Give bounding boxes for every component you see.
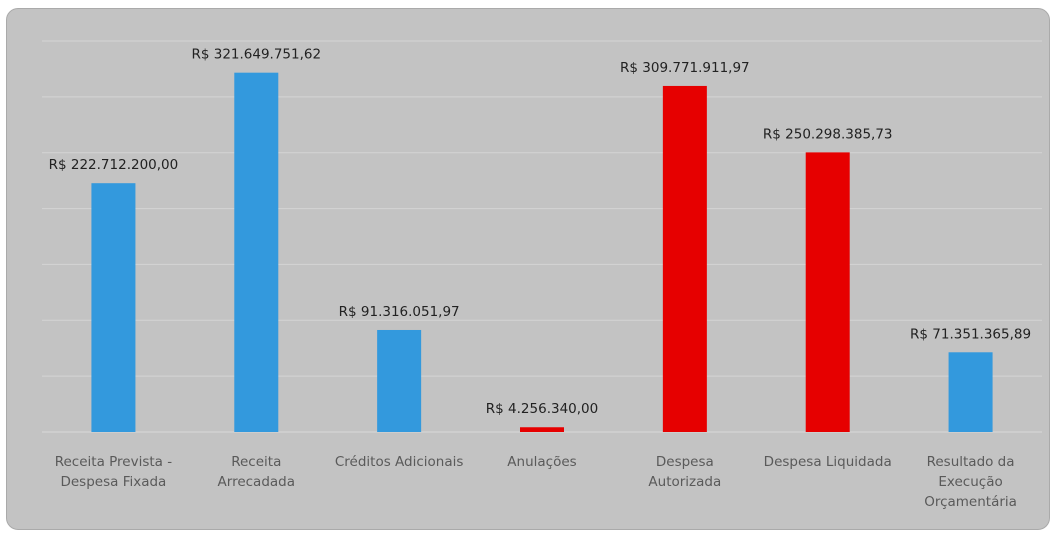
x-tick-label: Despesa Liquidada [763, 454, 892, 470]
data-label: R$ 91.316.051,97 [339, 304, 460, 320]
x-tick-label: Resultado da Execução Orçamentária [924, 454, 1017, 510]
bar [91, 183, 136, 432]
bar [234, 72, 279, 433]
data-label: R$ 4.256.340,00 [486, 401, 598, 417]
x-tick-label: Créditos Adicionais [334, 454, 464, 470]
chart-panel [6, 8, 1050, 530]
bar [662, 85, 707, 432]
data-label: R$ 222.712.200,00 [49, 157, 179, 173]
x-tick-label: Anulações [507, 454, 577, 470]
x-tick-label: Despesa Autorizada [648, 454, 722, 490]
bar [948, 352, 993, 432]
data-label: R$ 309.771.911,97 [620, 60, 750, 76]
x-tick-label: Receita Prevista - Despesa Fixada [54, 454, 173, 490]
data-label: R$ 321.649.751,62 [191, 47, 321, 63]
data-label: R$ 250.298.385,73 [763, 126, 893, 142]
bar [520, 427, 564, 432]
bar [805, 152, 850, 432]
x-tick-label: Receita Arrecadada [217, 454, 296, 490]
data-label: R$ 71.351.365,89 [910, 326, 1031, 342]
bar [377, 329, 422, 432]
